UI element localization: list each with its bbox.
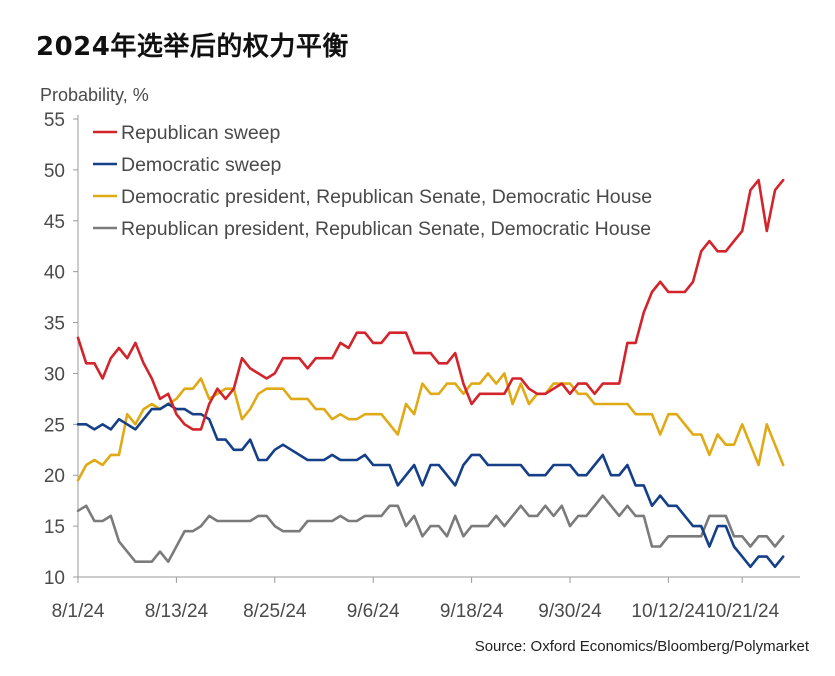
y-tick-label-15: 15 — [44, 517, 65, 538]
y-axis-ticks: 10 15 20 25 30 35 40 45 50 55 — [44, 110, 78, 589]
source-note: Source: Oxford Economics/Bloomberg/Polym… — [474, 638, 809, 655]
y-tick-label-55: 55 — [44, 110, 65, 131]
x-axis-ticks: 8/1/24 8/13/24 8/25/24 9/6/24 9/18/24 9/30/24… — [52, 577, 780, 622]
y-tick-label-25: 25 — [44, 415, 65, 436]
x-tick-label-6: 10/12/24 — [631, 601, 705, 622]
x-tick-label-5: 9/30/24 — [538, 601, 602, 622]
y-axis-label: Probability, % — [40, 85, 149, 105]
series-line-1 — [76, 402, 785, 569]
x-tick-label-4: 9/18/24 — [440, 601, 504, 622]
y-tick-label-20: 20 — [44, 466, 65, 487]
series-line-2 — [76, 372, 785, 482]
series-lines — [76, 178, 785, 569]
x-tick-label-0: 8/1/24 — [52, 601, 105, 622]
y-tick-label-10: 10 — [44, 568, 65, 589]
y-tick-label-45: 45 — [44, 212, 65, 233]
legend-label-1: Democratic sweep — [121, 154, 282, 176]
chart-title: 2024年选举后的权力平衡 — [36, 32, 349, 62]
y-tick-label-50: 50 — [44, 161, 65, 182]
legend: Republican sweep Democratic sweep Democrat… — [93, 122, 652, 240]
y-tick-label-30: 30 — [44, 364, 65, 385]
series-line-3 — [76, 494, 785, 564]
y-tick-label-35: 35 — [44, 314, 65, 335]
x-tick-label-3: 9/6/24 — [347, 601, 400, 622]
legend-label-2: Democratic president, Republican Senate,… — [121, 186, 652, 208]
x-tick-label-1: 8/13/24 — [145, 601, 209, 622]
x-tick-label-2: 8/25/24 — [243, 601, 307, 622]
legend-label-0: Republican sweep — [121, 122, 281, 144]
axes — [77, 115, 800, 578]
x-tick-label-7: 10/21/24 — [705, 601, 779, 622]
series-line-0 — [76, 178, 785, 431]
legend-label-3: Republican president, Republican Senate,… — [121, 218, 651, 240]
y-tick-label-40: 40 — [44, 263, 65, 284]
